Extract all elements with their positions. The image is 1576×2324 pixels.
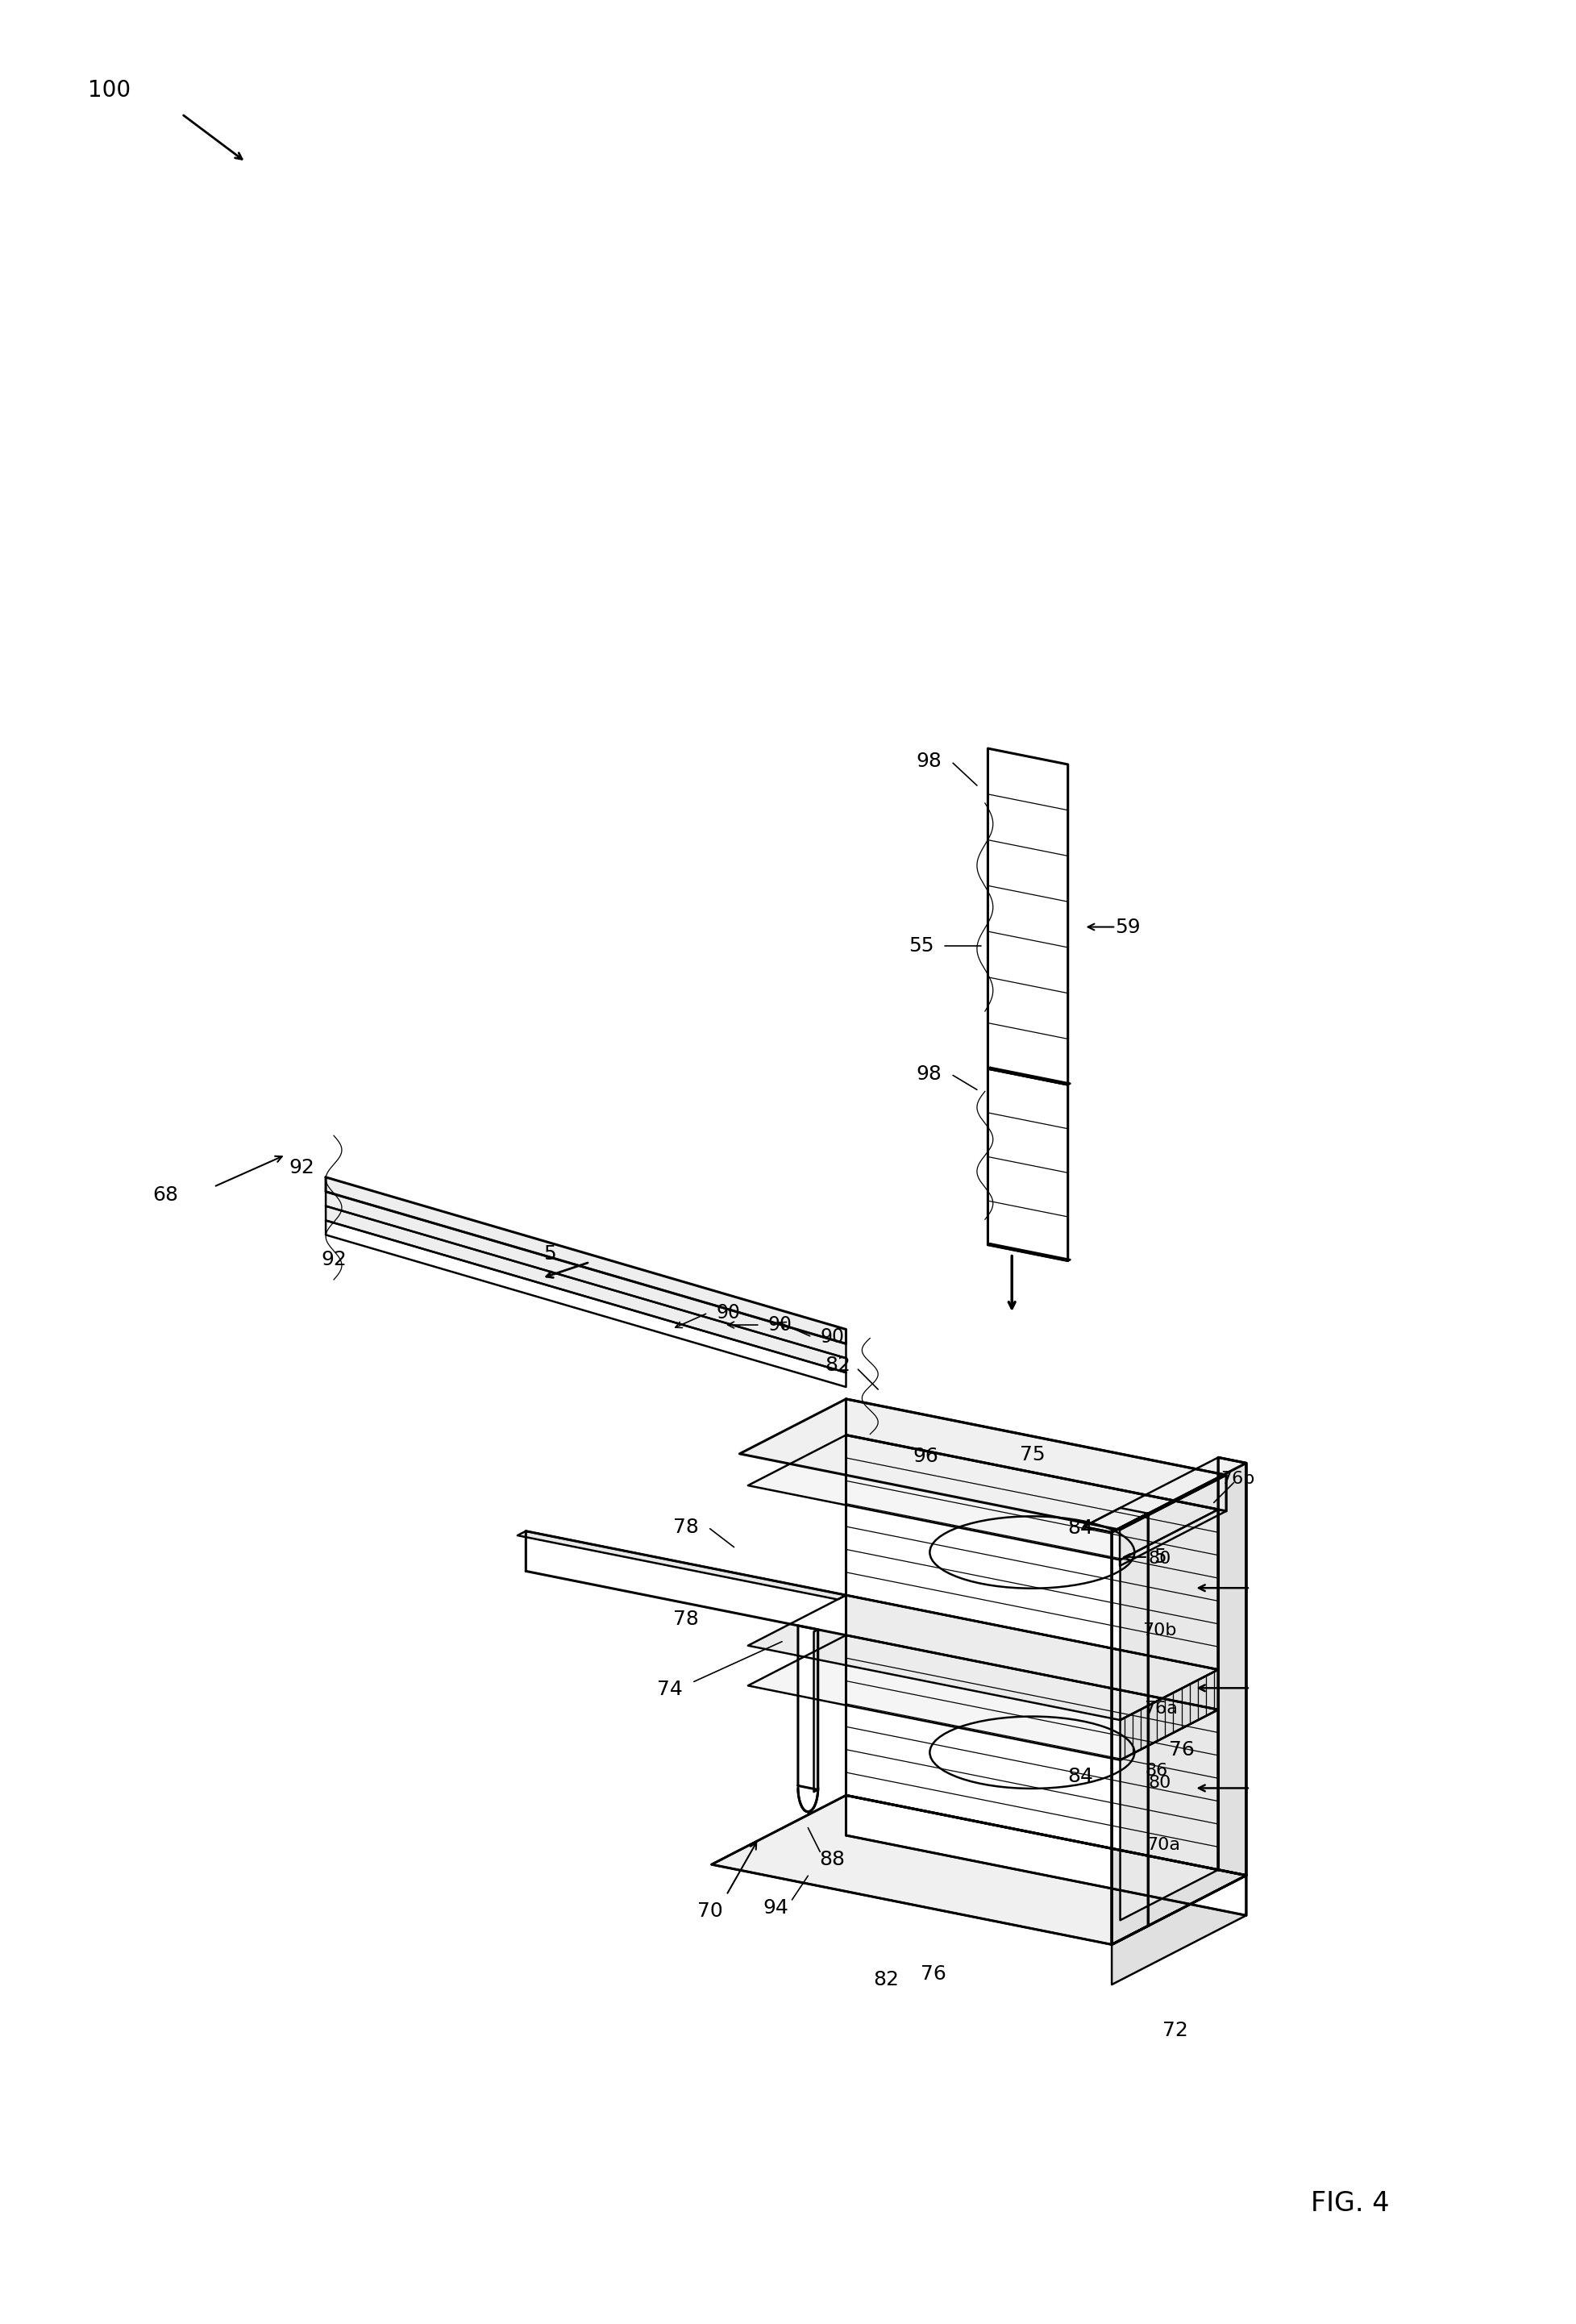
Polygon shape: [1083, 1457, 1245, 1532]
Polygon shape: [739, 1399, 1226, 1529]
Polygon shape: [987, 1243, 1070, 1262]
Polygon shape: [1083, 1508, 1147, 1532]
Polygon shape: [797, 1624, 818, 1789]
Polygon shape: [1119, 1511, 1218, 1720]
Polygon shape: [326, 1192, 846, 1357]
Polygon shape: [747, 1636, 1218, 1759]
Polygon shape: [846, 1636, 1218, 1871]
Text: 5: 5: [1154, 1548, 1166, 1566]
Text: 59: 59: [1114, 918, 1139, 937]
Text: 76: 76: [1168, 1741, 1195, 1759]
Polygon shape: [711, 1796, 1245, 1945]
Text: 70: 70: [697, 1901, 723, 1920]
Text: 92: 92: [322, 1250, 347, 1269]
Polygon shape: [326, 1178, 846, 1343]
Polygon shape: [813, 1629, 818, 1792]
Polygon shape: [326, 1220, 846, 1387]
Text: 78: 78: [673, 1611, 698, 1629]
Polygon shape: [846, 1399, 1226, 1511]
Polygon shape: [1119, 1710, 1218, 1920]
Text: 72: 72: [1162, 2022, 1187, 2040]
Text: 94: 94: [763, 1899, 788, 1917]
Text: 82: 82: [873, 1971, 898, 1989]
Text: 84: 84: [1067, 1766, 1092, 1787]
Text: FIG. 4: FIG. 4: [1310, 2189, 1388, 2217]
Text: 86: 86: [1144, 1762, 1168, 1778]
Text: 96: 96: [913, 1448, 938, 1466]
Polygon shape: [747, 1434, 1218, 1559]
Polygon shape: [326, 1206, 846, 1373]
Text: 80: 80: [1147, 1776, 1171, 1792]
Polygon shape: [526, 1532, 846, 1636]
Text: 78: 78: [673, 1518, 698, 1536]
Text: 90: 90: [768, 1315, 791, 1334]
Text: 88: 88: [818, 1850, 845, 1868]
Text: 76a: 76a: [1144, 1701, 1177, 1717]
Polygon shape: [987, 748, 1067, 1085]
Text: 82: 82: [824, 1355, 851, 1376]
Text: 76b: 76b: [1220, 1471, 1254, 1487]
Text: 98: 98: [916, 1064, 941, 1083]
Text: 80: 80: [1147, 1550, 1171, 1566]
Polygon shape: [711, 1796, 1245, 1945]
Polygon shape: [846, 1594, 1218, 1710]
Polygon shape: [987, 1067, 1070, 1085]
Text: 76: 76: [920, 1964, 946, 1982]
Text: 68: 68: [153, 1185, 178, 1204]
Polygon shape: [846, 1434, 1218, 1669]
Text: 90: 90: [716, 1304, 739, 1322]
Polygon shape: [846, 1796, 1245, 1915]
Polygon shape: [1111, 1513, 1147, 1532]
Polygon shape: [987, 1069, 1067, 1262]
Text: 98: 98: [916, 751, 941, 772]
Text: 5: 5: [544, 1243, 556, 1264]
Text: 70a: 70a: [1146, 1838, 1180, 1852]
Text: 92: 92: [288, 1157, 315, 1178]
Polygon shape: [747, 1594, 1218, 1720]
Polygon shape: [1119, 1476, 1226, 1566]
Text: 100: 100: [88, 79, 131, 102]
Polygon shape: [517, 1532, 846, 1599]
Text: 75: 75: [1018, 1446, 1045, 1464]
Polygon shape: [1218, 1457, 1245, 1875]
Polygon shape: [1111, 1513, 1147, 1945]
Polygon shape: [1218, 1457, 1245, 1875]
Polygon shape: [1111, 1513, 1147, 1945]
Text: 74: 74: [657, 1680, 682, 1699]
Text: 55: 55: [908, 937, 933, 955]
Polygon shape: [1111, 1875, 1245, 1985]
Polygon shape: [846, 1796, 1245, 1915]
Text: 90: 90: [820, 1327, 843, 1346]
Polygon shape: [1119, 1669, 1218, 1759]
Text: 84: 84: [1067, 1518, 1092, 1538]
Polygon shape: [1111, 1464, 1245, 1945]
Polygon shape: [1111, 1875, 1245, 1945]
Text: 70b: 70b: [1143, 1622, 1176, 1638]
